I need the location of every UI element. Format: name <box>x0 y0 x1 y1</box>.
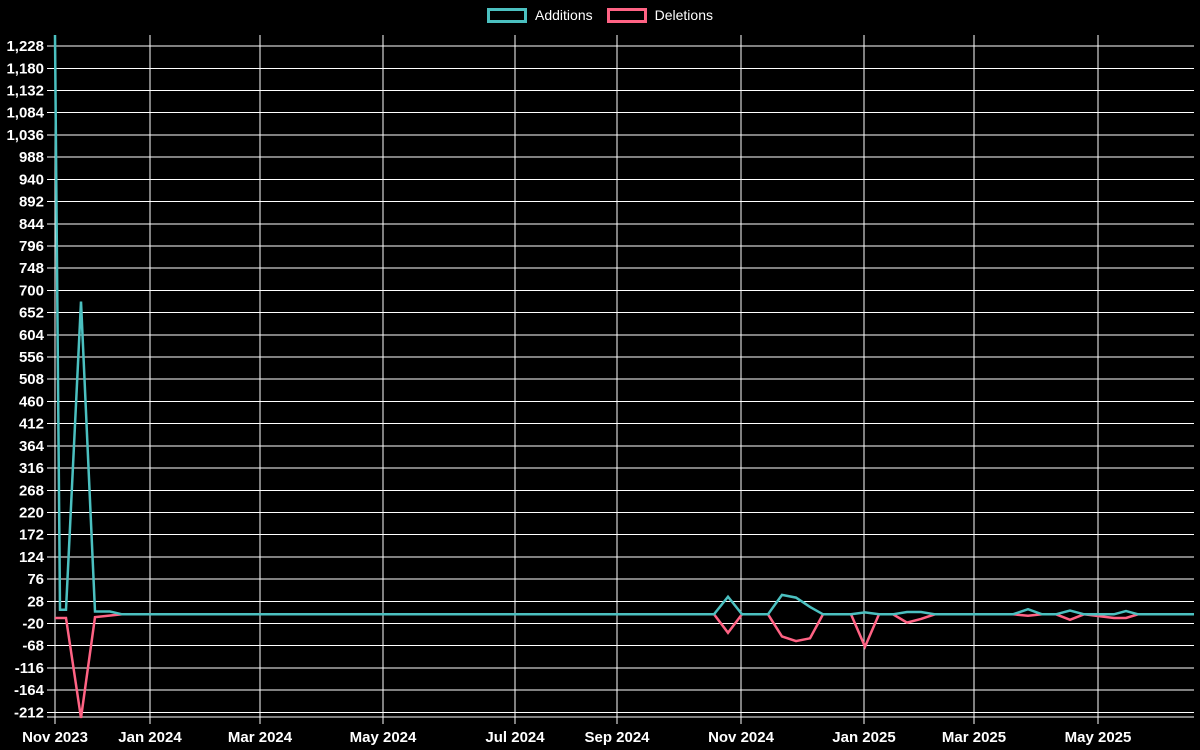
y-axis-tick-label: 844 <box>19 216 45 233</box>
y-axis-tick-label: 940 <box>19 171 44 188</box>
y-axis-tick-label: -164 <box>14 682 45 699</box>
y-axis-tick-label: 460 <box>19 393 44 410</box>
legend-item-deletions[interactable]: Deletions <box>606 7 713 23</box>
x-axis-tick-label: Jan 2025 <box>832 729 895 746</box>
y-axis-tick-label: 124 <box>19 549 45 566</box>
y-axis-tick-label: 700 <box>19 282 44 299</box>
y-axis-tick-label: 508 <box>19 371 44 388</box>
legend-label-deletions: Deletions <box>654 7 713 23</box>
y-axis-tick-label: 1,132 <box>6 83 44 100</box>
x-axis-tick-label: May 2024 <box>350 729 417 746</box>
deletions-series-line <box>55 613 1194 719</box>
y-axis-tick-label: 364 <box>19 438 45 455</box>
x-axis-tick-label: Jan 2024 <box>118 729 182 746</box>
x-axis-tick-label: Nov 2024 <box>708 729 775 746</box>
y-axis-tick-label: 412 <box>19 416 44 433</box>
y-axis-tick-label: 988 <box>19 149 44 166</box>
y-axis-tick-label: 76 <box>27 571 44 588</box>
y-axis-tick-label: 268 <box>19 482 44 499</box>
x-axis-tick-label: Mar 2024 <box>228 729 293 746</box>
legend-label-additions: Additions <box>535 7 593 23</box>
y-axis-tick-label: 1,228 <box>6 38 44 55</box>
y-axis-tick-label: 604 <box>19 327 45 344</box>
y-axis-tick-label: 796 <box>19 238 44 255</box>
additions-series-line <box>53 34 1194 616</box>
x-axis-tick-label: Mar 2025 <box>942 729 1006 746</box>
legend-item-additions[interactable]: Additions <box>487 7 593 23</box>
y-axis-tick-label: -116 <box>15 660 44 677</box>
x-axis-tick-label: Nov 2023 <box>22 729 88 746</box>
y-axis-tick-label: 748 <box>19 260 44 277</box>
y-axis-tick-label: 1,180 <box>6 60 44 77</box>
y-axis-tick-label: 220 <box>19 504 44 521</box>
y-axis-tick-label: 652 <box>19 305 44 322</box>
y-axis-tick-label: 316 <box>19 460 44 477</box>
y-axis-tick-label: 28 <box>27 593 44 610</box>
y-axis-tick-label: -68 <box>22 638 44 655</box>
y-axis-tick-label: 1,084 <box>6 105 44 122</box>
deletions-line-swatch-icon <box>606 7 647 23</box>
y-axis-tick-label: 172 <box>19 527 44 544</box>
additions-line-swatch-icon <box>487 7 528 23</box>
y-axis-tick-label: 1,036 <box>6 127 44 144</box>
x-axis-tick-label: May 2025 <box>1065 729 1132 746</box>
y-axis-tick-label: 556 <box>19 349 44 366</box>
x-axis-tick-label: Jul 2024 <box>485 729 545 746</box>
x-axis-tick-label: Sep 2024 <box>584 729 650 746</box>
y-axis-tick-label: 892 <box>19 194 44 211</box>
y-axis-tick-label: -212 <box>14 704 44 721</box>
chart-legend: Additions Deletions <box>0 7 1200 23</box>
y-axis-tick-label: -20 <box>22 616 44 633</box>
